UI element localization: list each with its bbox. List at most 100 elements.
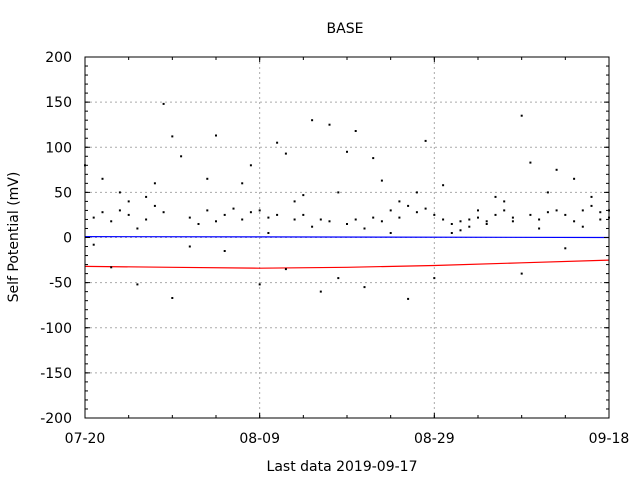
- data-point: [302, 213, 305, 216]
- data-point: [520, 272, 523, 275]
- data-point: [433, 213, 436, 216]
- data-point: [407, 297, 410, 300]
- data-point: [555, 168, 558, 171]
- series-line: [84, 236, 610, 239]
- data-point: [180, 155, 183, 158]
- data-point: [249, 211, 252, 214]
- data-point: [485, 223, 488, 225]
- data-point: [477, 216, 479, 219]
- data-point: [267, 232, 270, 234]
- x-tick-label: 09-18: [589, 431, 630, 447]
- data-point: [136, 227, 139, 230]
- x-tick-label: 07-20: [65, 431, 106, 447]
- data-point: [197, 223, 200, 225]
- data-point: [249, 164, 252, 167]
- data-point: [206, 177, 209, 180]
- data-point: [581, 225, 584, 228]
- data-point: [319, 290, 322, 293]
- y-tick-label: -200: [40, 411, 72, 427]
- y-axis-label: Self Potential (mV): [6, 172, 22, 303]
- data-point: [92, 243, 95, 246]
- x-tick-label: 08-29: [414, 431, 455, 447]
- data-point: [319, 218, 322, 221]
- data-point: [529, 213, 532, 216]
- data-point: [398, 216, 401, 219]
- data-point: [284, 152, 287, 155]
- data-point: [284, 268, 287, 271]
- y-tick-label: -150: [40, 366, 72, 382]
- data-point: [328, 220, 331, 223]
- data-point: [546, 191, 549, 194]
- y-tick-label: 50: [54, 185, 72, 201]
- data-point: [494, 213, 497, 216]
- data-point: [232, 207, 235, 210]
- data-point: [442, 184, 445, 187]
- data-point: [581, 209, 584, 212]
- data-point: [337, 191, 340, 194]
- data-point: [433, 277, 436, 280]
- y-tick-label: 150: [45, 95, 72, 111]
- data-point: [450, 232, 453, 234]
- data-point: [110, 220, 113, 223]
- data-point: [293, 218, 296, 221]
- x-ticks: 07-20 08-09 08-29 09-18: [65, 57, 630, 447]
- data-point: [564, 213, 567, 216]
- y-tick-label: 200: [45, 50, 72, 66]
- data-point: [215, 220, 217, 223]
- data-point: [206, 209, 209, 212]
- data-point: [363, 227, 366, 230]
- data-point: [573, 177, 576, 180]
- data-point: [311, 119, 314, 122]
- data-point: [564, 247, 567, 250]
- x-tick-label: 08-09: [239, 431, 280, 447]
- data-point: [599, 218, 602, 221]
- data-point: [276, 213, 279, 216]
- data-point: [529, 161, 532, 164]
- data-point: [415, 191, 418, 194]
- data-point: [442, 218, 445, 221]
- series-line: [84, 259, 610, 269]
- data-point: [372, 216, 375, 219]
- data-point: [468, 218, 471, 221]
- data-point: [468, 225, 471, 228]
- y-ticks: -200 -150 -100 -50 0 50 100 150 200: [40, 50, 609, 427]
- data-point: [346, 223, 348, 225]
- data-point: [555, 209, 558, 212]
- data-point: [118, 209, 121, 212]
- data-point: [389, 232, 392, 234]
- data-point: [380, 220, 383, 223]
- data-point: [188, 245, 191, 248]
- data-point: [511, 220, 514, 223]
- data-point: [573, 220, 576, 223]
- data-point: [590, 195, 593, 198]
- y-tick-label: 0: [63, 231, 72, 247]
- data-point: [101, 211, 104, 214]
- data-point: [171, 135, 174, 138]
- data-point: [223, 250, 226, 252]
- data-point: [546, 211, 549, 214]
- data-point: [503, 209, 506, 212]
- data-point: [162, 211, 165, 214]
- data-point: [171, 297, 174, 299]
- data-point: [450, 223, 453, 225]
- data-point: [188, 216, 191, 219]
- data-point: [153, 182, 156, 185]
- data-point: [110, 266, 113, 269]
- data-point: [494, 195, 497, 198]
- data-point: [162, 102, 165, 105]
- data-point: [520, 114, 523, 117]
- data-point: [538, 227, 541, 230]
- data-point: [153, 204, 156, 207]
- y-tick-label: -100: [40, 321, 72, 337]
- data-point: [215, 134, 217, 137]
- data-point: [118, 191, 121, 194]
- data-point: [354, 218, 357, 221]
- data-point: [337, 277, 340, 280]
- data-point: [485, 220, 488, 223]
- data-point: [354, 130, 357, 132]
- data-point: [389, 209, 392, 212]
- data-point: [424, 207, 427, 210]
- data-point: [127, 200, 130, 203]
- data-point: [241, 182, 244, 185]
- data-point: [311, 225, 314, 228]
